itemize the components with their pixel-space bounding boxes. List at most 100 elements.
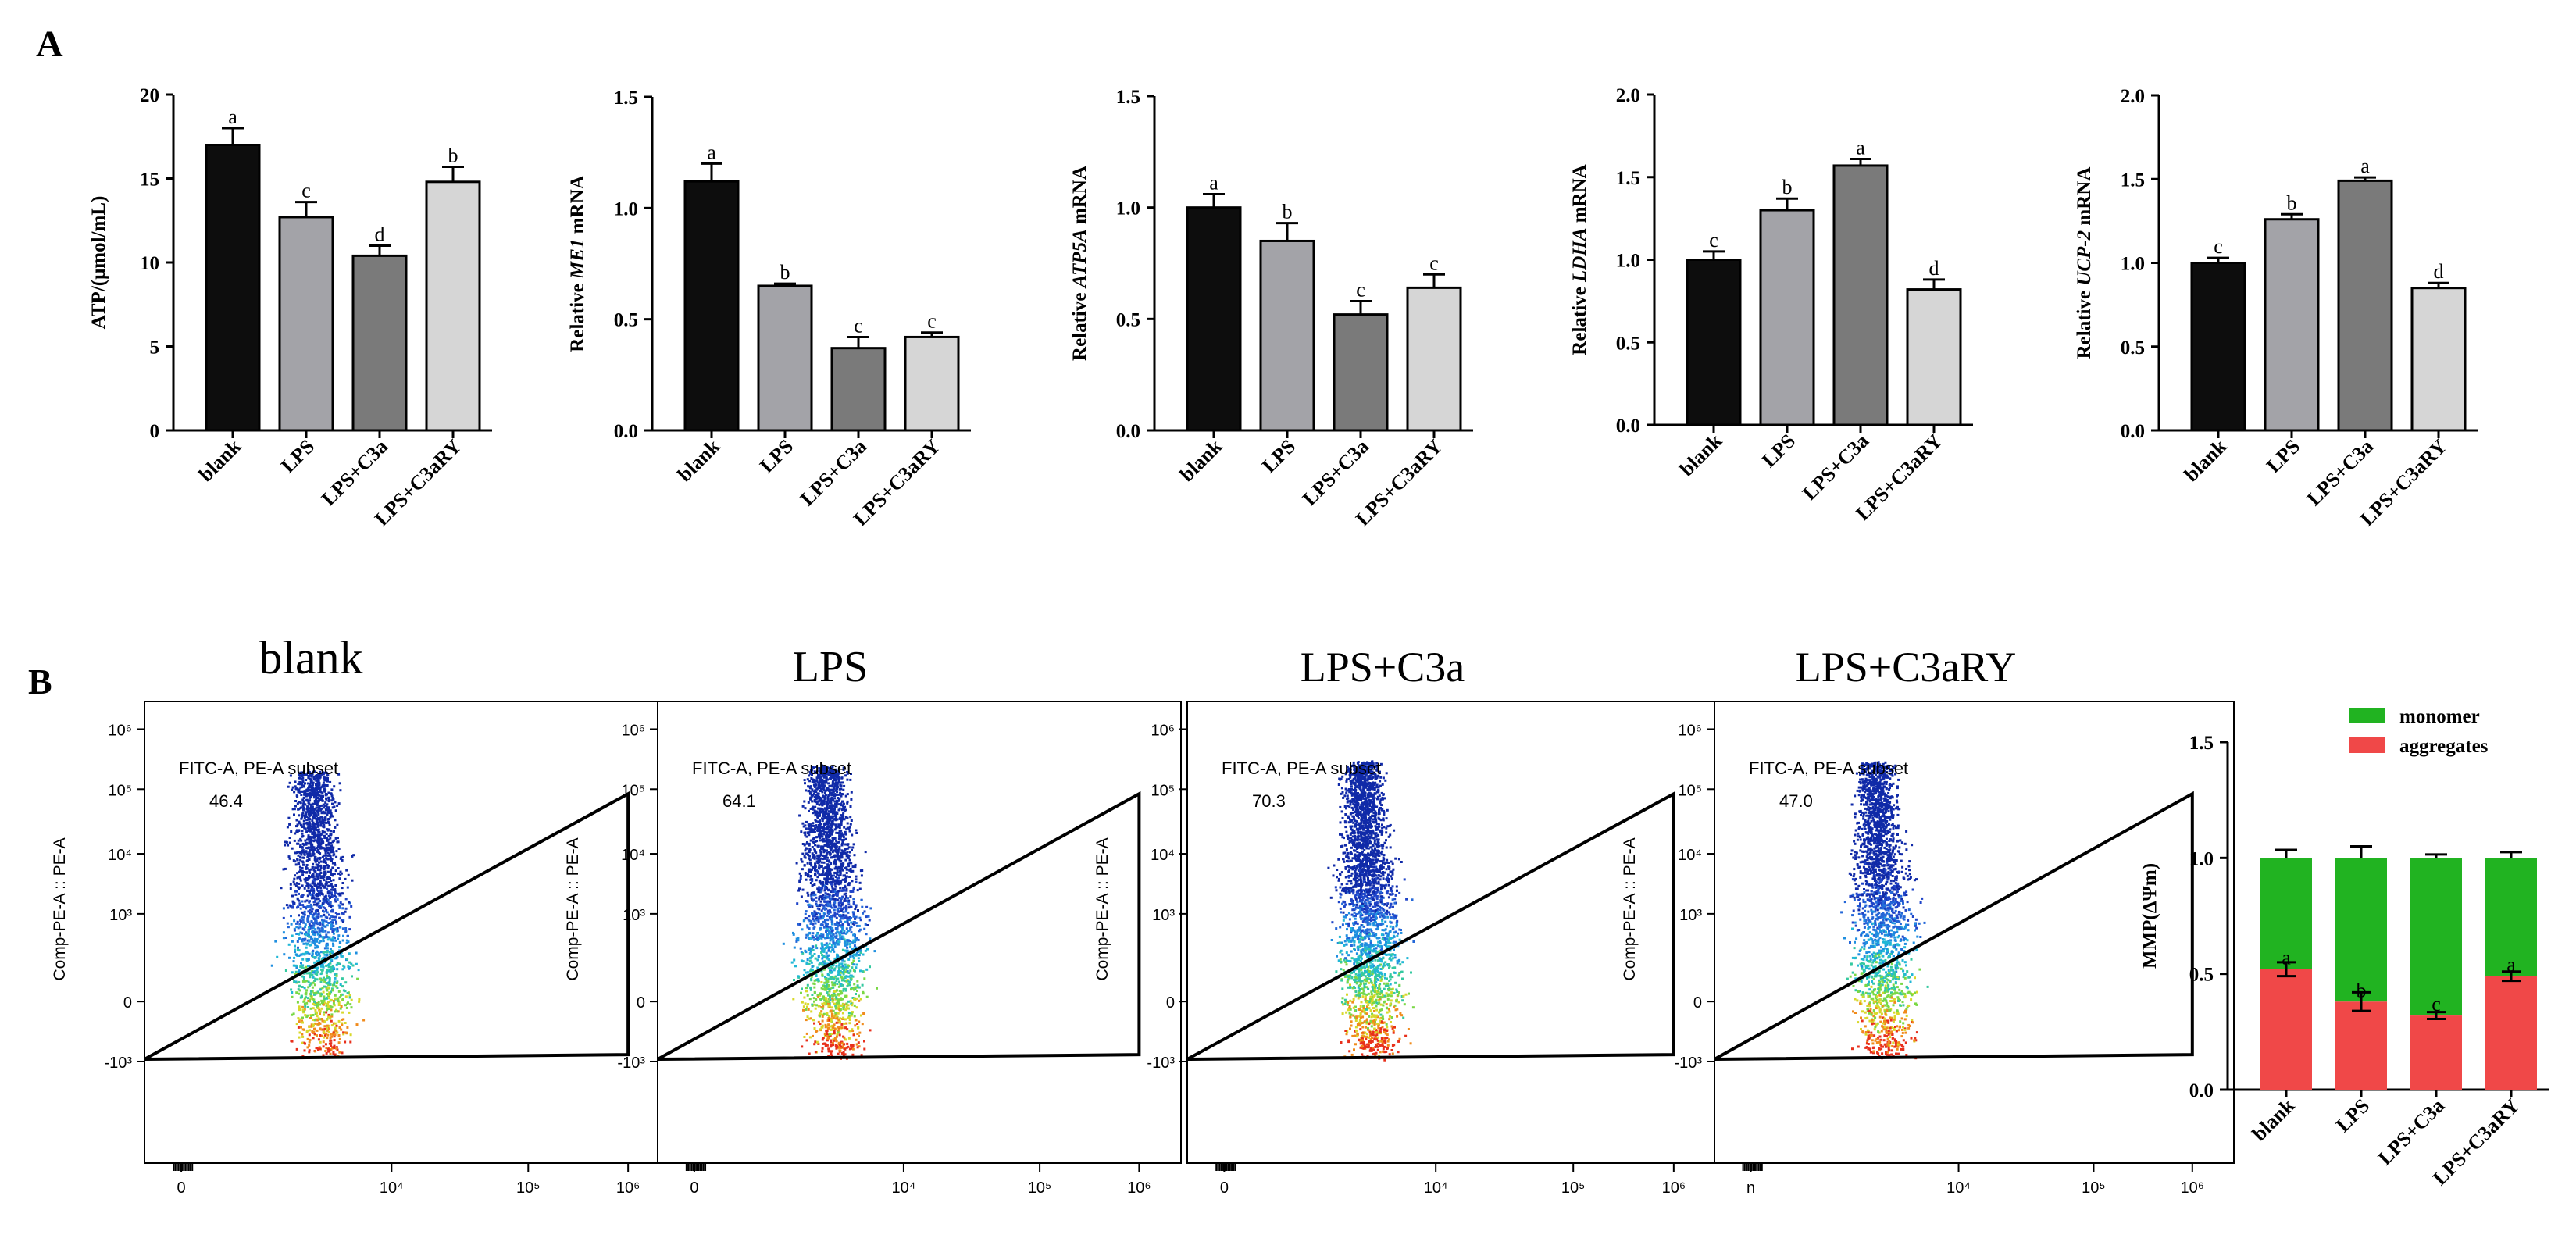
event-dot [859, 919, 862, 922]
significance-letter: b [1782, 176, 1793, 198]
event-dot [307, 836, 310, 839]
event-dot [841, 895, 844, 898]
event-dot [812, 936, 815, 939]
event-dot [847, 862, 850, 865]
event-dot [831, 792, 834, 795]
event-dot [824, 872, 827, 875]
event-dot [844, 1026, 847, 1030]
event-dot [842, 1053, 845, 1056]
event-dot [822, 955, 826, 957]
event-dot [807, 785, 810, 788]
event-dot [840, 990, 843, 994]
event-dot [327, 1001, 330, 1003]
event-dot [849, 955, 852, 958]
event-dot [320, 838, 323, 841]
event-dot [809, 986, 812, 989]
event-dot [831, 971, 834, 973]
event-dot [819, 900, 822, 903]
event-dot [1377, 1031, 1379, 1034]
event-dot [842, 913, 845, 916]
event-dot [312, 912, 316, 915]
event-dot [838, 968, 840, 971]
event-dot [815, 938, 818, 940]
event-dot [840, 829, 843, 832]
event-dot [311, 802, 314, 805]
event-dot [308, 799, 311, 802]
event-dot [844, 1038, 847, 1041]
event-dot [837, 874, 840, 877]
event-dot [316, 829, 319, 831]
event-dot [291, 905, 294, 908]
bar [1406, 286, 1462, 432]
event-dot [839, 1017, 842, 1020]
event-dot [326, 982, 329, 985]
event-dot [314, 877, 317, 880]
event-dot [344, 910, 347, 913]
event-dot [298, 814, 301, 817]
event-dot [822, 837, 825, 840]
event-dot [314, 1050, 317, 1053]
event-dot [305, 819, 309, 822]
event-dot [303, 1008, 306, 1011]
event-dot [806, 900, 809, 903]
event-dot [851, 1028, 854, 1031]
event-dot [850, 791, 853, 794]
event-dot [850, 773, 852, 775]
event-dot [796, 902, 799, 905]
event-dot [309, 773, 312, 776]
event-dot [307, 980, 310, 983]
event-dot [326, 891, 330, 894]
event-dot [298, 776, 301, 780]
significance-letter: b [2287, 191, 2297, 214]
event-dot [326, 774, 329, 777]
y-tick-label: 10⁵ [108, 782, 132, 799]
event-dot [319, 876, 323, 880]
event-dot [309, 994, 312, 998]
event-dot [825, 840, 828, 843]
event-dot [1344, 826, 1347, 829]
event-dot [823, 1001, 826, 1005]
event-dot [321, 964, 324, 967]
event-dot [837, 901, 840, 905]
event-dot [853, 923, 856, 926]
event-dot [325, 847, 328, 850]
event-dot [822, 1012, 826, 1015]
event-dot [320, 993, 323, 996]
event-dot [808, 791, 812, 794]
event-dot [315, 815, 318, 818]
event-dot [326, 1007, 328, 1010]
event-dot [309, 883, 312, 887]
event-dot [297, 791, 300, 794]
event-dot [327, 822, 330, 825]
event-dot [813, 1003, 816, 1006]
event-dot [827, 967, 830, 970]
event-dot [829, 840, 831, 843]
event-dot [833, 794, 836, 798]
event-dot [294, 973, 297, 976]
event-dot [826, 851, 829, 855]
event-dot [825, 777, 828, 780]
event-dot [348, 915, 351, 919]
event-dot [827, 773, 830, 776]
event-dot [847, 958, 851, 961]
event-dot [316, 825, 319, 828]
event-dot [847, 899, 851, 902]
event-dot [830, 932, 833, 935]
event-dot [821, 1002, 824, 1005]
event-dot [804, 873, 807, 876]
event-dot [802, 1008, 805, 1012]
event-dot [826, 766, 829, 769]
event-dot [295, 1047, 298, 1051]
event-dot [329, 877, 331, 880]
event-dot [309, 885, 312, 888]
event-dot [301, 781, 303, 784]
event-dot [846, 826, 849, 830]
event-dot [297, 839, 300, 842]
event-dot [812, 778, 815, 781]
event-dot [802, 825, 805, 828]
event-dot [307, 910, 310, 913]
event-dot [317, 840, 320, 843]
event-dot [270, 964, 273, 967]
y-tick-label: 1.0 [1616, 251, 1640, 272]
event-dot [830, 1012, 833, 1015]
